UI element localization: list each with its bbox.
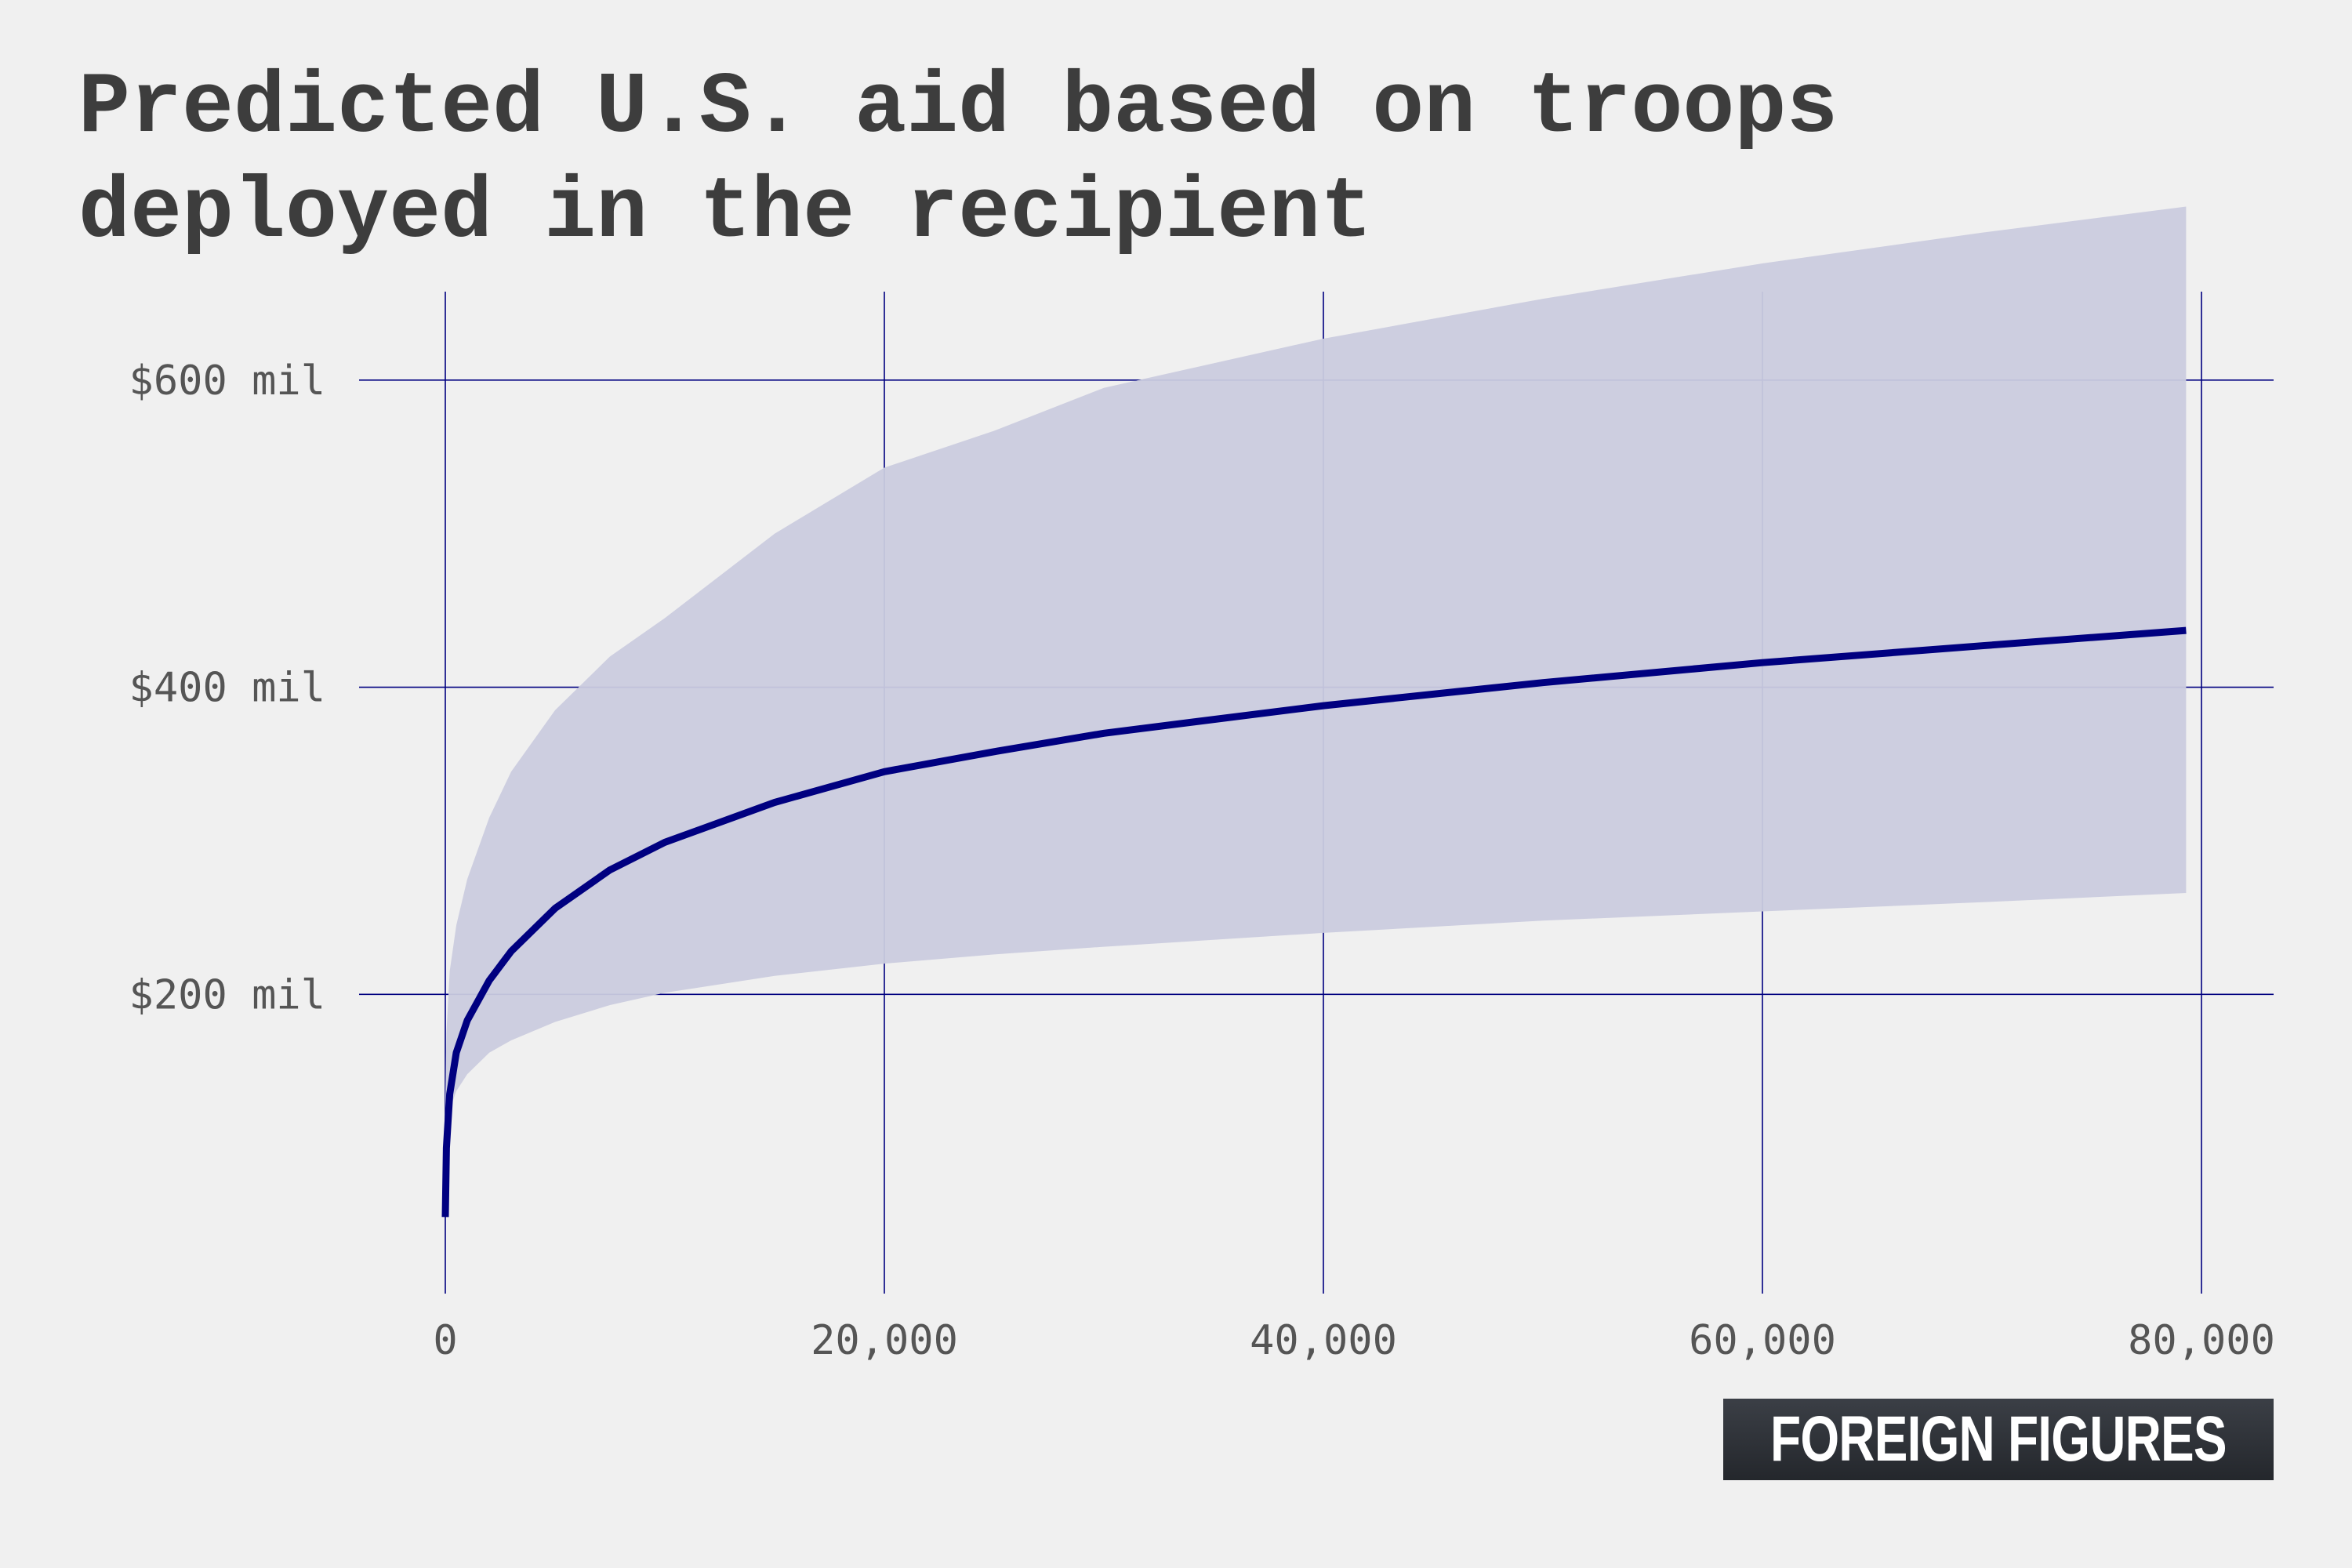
brand-text: FOREIGN FIGURES — [1770, 1403, 2227, 1475]
y-tick-label: $600 mil — [129, 358, 325, 405]
y-tick-label: $400 mil — [129, 665, 325, 712]
brand-logo: FOREIGN FIGURES — [1723, 1399, 2274, 1480]
x-tick-label: 80,000 — [2128, 1317, 2275, 1364]
prediction-line — [441, 626, 2187, 1218]
confidence-band — [445, 206, 2187, 1149]
prediction-line-layer — [441, 626, 2187, 1218]
confidence-band-layer — [445, 206, 2187, 1149]
y-axis-ticks: $200 mil $400 mil $600 mil — [129, 358, 325, 1018]
x-tick-label: 40,000 — [1250, 1317, 1397, 1364]
x-axis-ticks: 0 20,000 40,000 60,000 80,000 — [433, 1317, 2275, 1364]
x-tick-label: 0 — [433, 1317, 457, 1364]
chart-title: Predicted U.S. aid based on troops deplo… — [78, 60, 1838, 263]
y-tick-label: $200 mil — [129, 971, 325, 1018]
x-tick-label: 60,000 — [1689, 1317, 1836, 1364]
x-tick-label: 20,000 — [811, 1317, 958, 1364]
